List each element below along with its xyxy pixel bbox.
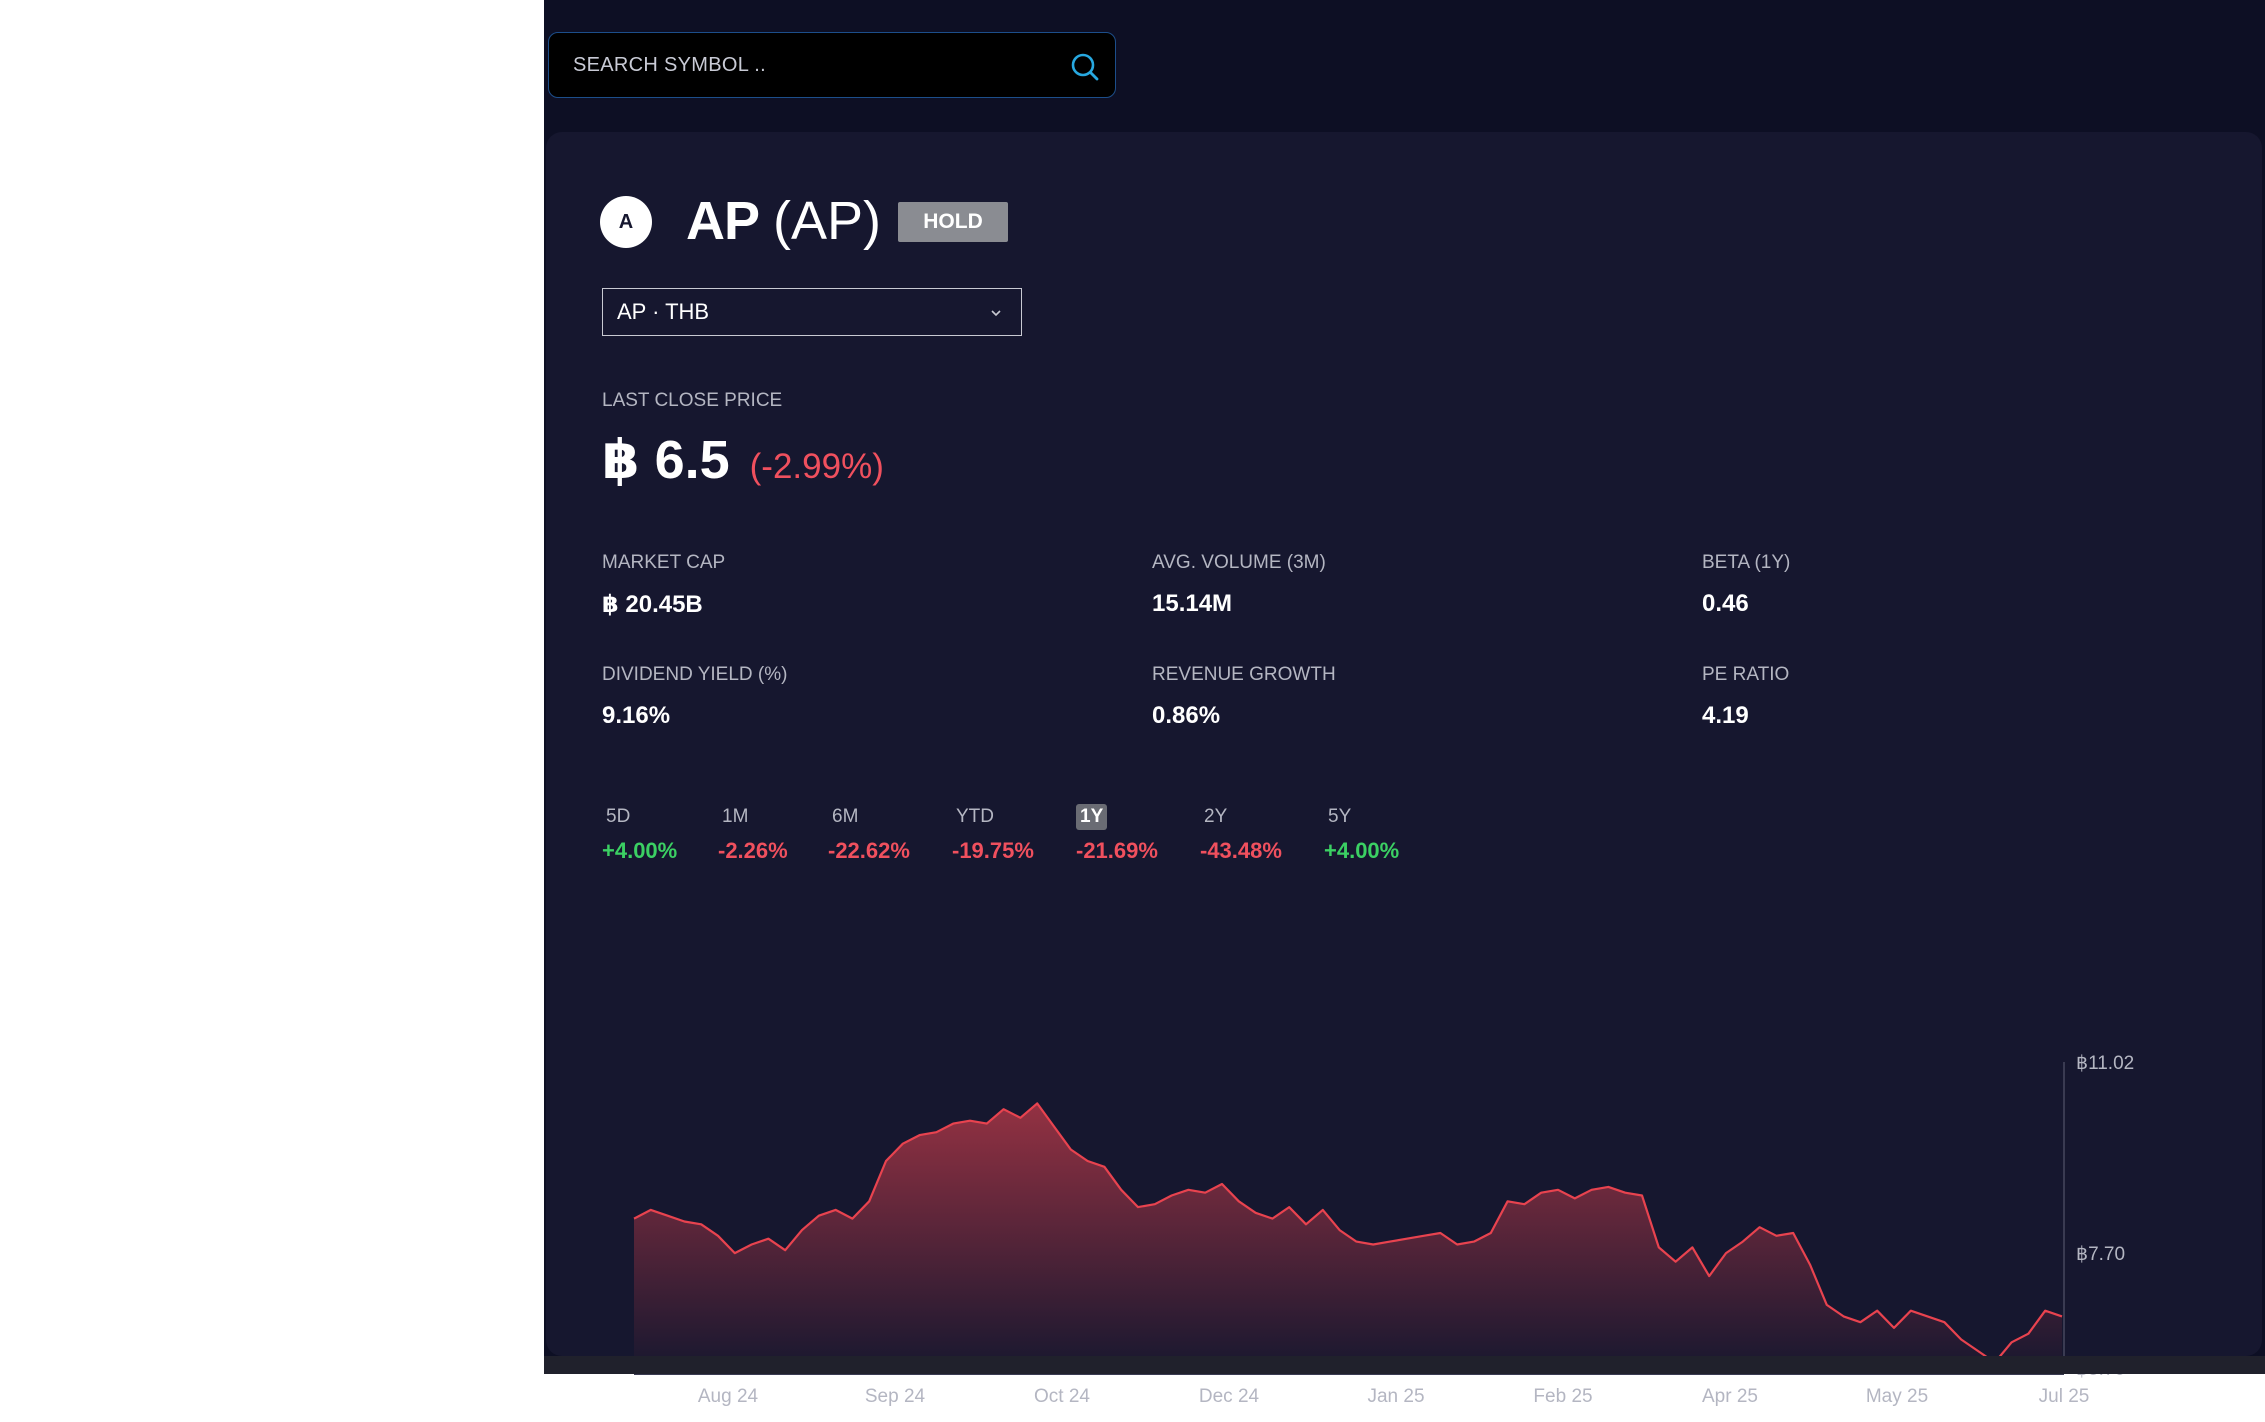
price-area-fill [634,1103,2062,1374]
period-change: -2.26% [718,838,788,863]
period-label: 5Y [1328,806,1352,827]
period-label: 2Y [1204,806,1228,827]
x-tick-label: Sep 24 [865,1386,926,1407]
stock-app: A AP (AP) HOLD AP · THB LAST CLOSE PRICE… [544,0,2265,1407]
search-icon[interactable] [1069,51,1101,83]
period-change: +4.00% [1324,838,1400,863]
stat-pe-ratio: PE RATIO 4.19 [1702,664,1789,730]
stat-revenue-growth: REVENUE GROWTH 0.86% [1152,664,1336,730]
period-change: -21.69% [1076,838,1158,863]
stat-dividend-yield: DIVIDEND YIELD (%) 9.16% [602,664,787,730]
period-label: 5D [606,806,631,827]
stat-value: 0.46 [1702,590,1749,617]
exchange-select[interactable]: AP · THB [602,288,1022,336]
exchange-select-value: AP · THB [617,299,710,324]
x-tick-label: Aug 24 [698,1386,759,1407]
stat-value: ฿ 20.45B [602,591,703,618]
period-label: YTD [956,806,994,827]
stat-avg-volume: AVG. VOLUME (3M) 15.14M [1152,552,1326,618]
period-6m[interactable]: 6M -22.62% [828,804,910,864]
stat-label: AVG. VOLUME (3M) [1152,552,1326,573]
period-2y[interactable]: 2Y -43.48% [1200,804,1282,864]
bottom-strip [544,1356,2265,1374]
blank-left-panel [0,0,544,1374]
period-label: 1M [722,806,749,827]
ticker-symbol: AP [686,191,760,251]
stat-label: DIVIDEND YIELD (%) [602,664,788,685]
y-tick-label: ฿11.02 [2076,1053,2134,1074]
y-tick-label: ฿7.70 [2076,1244,2125,1265]
search-input[interactable] [571,33,1055,98]
x-tick-label: Dec 24 [1199,1386,1260,1407]
x-tick-label: Jan 25 [1367,1386,1424,1407]
period-ytd[interactable]: YTD -19.75% [952,804,1034,864]
stat-label: REVENUE GROWTH [1152,664,1336,685]
x-tick-label: Jul 25 [2039,1386,2090,1407]
stock-title: AP (AP) [686,186,881,256]
period-label: 1Y [1076,804,1108,830]
last-close-label: LAST CLOSE PRICE [602,390,783,411]
stock-avatar: A [600,196,652,248]
search-box [548,32,1116,98]
stat-label: BETA (1Y) [1702,552,1791,573]
x-tick-label: May 25 [1866,1386,1928,1407]
price-row: ฿ 6.5 (-2.99%) [602,428,884,491]
period-5y[interactable]: 5Y +4.00% [1324,804,1399,864]
stat-value: 4.19 [1702,702,1749,729]
price-change: (-2.99%) [749,447,884,486]
stat-label: PE RATIO [1702,664,1790,685]
period-change: +4.00% [602,838,678,863]
stat-label: MARKET CAP [602,552,726,573]
ticker-code: (AP) [773,191,882,251]
rating-badge: HOLD [898,202,1008,242]
stat-market-cap: MARKET CAP ฿ 20.45B [602,552,725,619]
x-tick-label: Feb 25 [1533,1386,1592,1407]
period-change: -19.75% [952,838,1034,863]
period-change: -43.48% [1200,838,1282,863]
stat-value: 0.86% [1152,702,1221,729]
period-1y[interactable]: 1Y -21.69% [1076,804,1158,864]
period-change: -22.62% [828,838,910,863]
period-label: 6M [832,806,859,827]
x-tick-label: Oct 24 [1034,1386,1090,1407]
period-1m[interactable]: 1M -2.26% [718,804,788,864]
stat-beta: BETA (1Y) 0.46 [1702,552,1790,618]
last-close-price: ฿ 6.5 [602,430,730,490]
period-5d[interactable]: 5D +4.00% [602,804,677,864]
stat-value: 9.16% [602,702,671,729]
stat-value: 15.14M [1152,590,1233,617]
chevron-down-icon [991,310,1001,317]
x-tick-label: Apr 25 [1702,1386,1758,1407]
price-line [633,1102,2063,1364]
stock-card: A AP (AP) HOLD AP · THB LAST CLOSE PRICE… [546,132,2262,1407]
